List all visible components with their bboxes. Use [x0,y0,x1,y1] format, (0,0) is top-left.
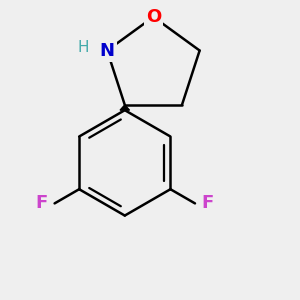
Text: F: F [36,194,48,212]
Text: O: O [146,8,161,26]
Polygon shape [120,105,130,110]
Text: H: H [77,40,88,55]
Text: N: N [100,41,115,59]
Text: F: F [202,194,214,212]
